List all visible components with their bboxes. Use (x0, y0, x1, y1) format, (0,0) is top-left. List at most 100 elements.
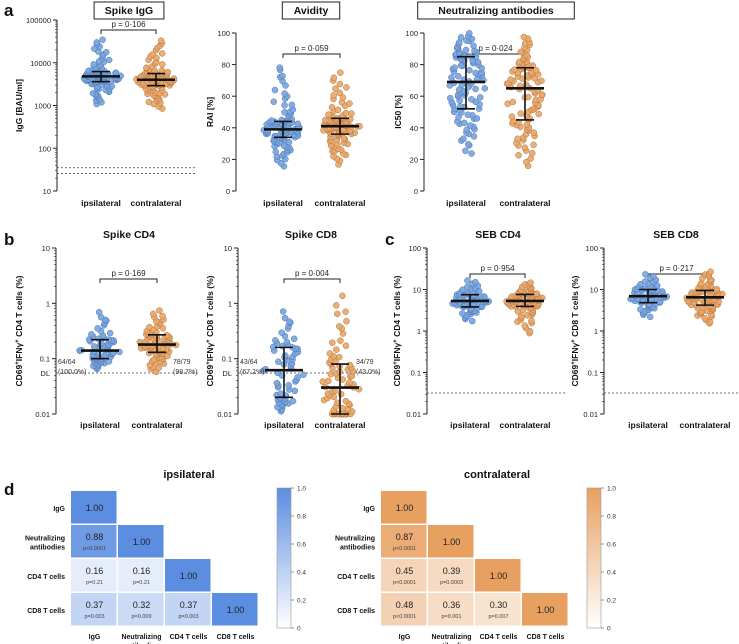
heatmap-cell-pvalue: p=0.009 (131, 614, 151, 620)
data-point (468, 317, 476, 325)
p-value-bracket (282, 53, 341, 58)
y-tick-label: 100 (585, 244, 598, 253)
data-point (448, 74, 455, 81)
data-point (451, 64, 458, 71)
y-axis-label-part: IFNγ (392, 343, 402, 362)
data-point (89, 90, 97, 97)
data-point (342, 308, 349, 315)
data-point (93, 39, 101, 46)
data-point (346, 379, 353, 386)
y-tick-label: 60 (222, 92, 230, 101)
y-tick-label: 0 (226, 187, 230, 196)
x-tick-label: contralateral (679, 420, 730, 430)
heatmap-cell (381, 559, 427, 592)
p-value-label: p = 0·169 (111, 269, 146, 278)
heatmap-cell-pvalue: p<0.0001 (393, 614, 416, 620)
data-point (330, 92, 337, 99)
data-point (460, 135, 467, 143)
data-point (343, 317, 350, 325)
heatmap-col-label: IgG (89, 634, 101, 641)
heatmap-col-label: Neutralizing (431, 634, 471, 641)
data-point (462, 46, 470, 54)
colorbar-tick-label: 0 (297, 626, 301, 633)
y-tick-label: 0.1 (588, 369, 598, 378)
data-point (319, 378, 326, 385)
y-axis-label-part: CD69 (14, 364, 24, 386)
data-point (459, 310, 466, 317)
data-point (268, 117, 275, 124)
y-tick-label: 1 (594, 327, 598, 336)
data-point (466, 66, 473, 74)
y-axis-label-part: IFNγ (14, 343, 24, 362)
y-axis-label: CD69+IFNγ+ CD4 T cells (%) (14, 275, 24, 386)
data-point (463, 126, 470, 134)
y-axis-label: CD69+IFNγ+ CD8 T cells (%) (205, 275, 215, 386)
y-tick-label: 0.1 (40, 355, 50, 364)
data-point (294, 373, 301, 381)
data-point (290, 335, 298, 343)
data-point (157, 37, 165, 44)
data-point (337, 390, 345, 398)
data-point (521, 144, 529, 151)
data-point (106, 329, 114, 337)
colorbar-tick-label: 0.4 (607, 570, 616, 577)
data-point (270, 98, 278, 105)
data-point (515, 152, 522, 159)
data-point (279, 72, 286, 80)
data-point (472, 85, 479, 93)
y-tick-label: 1 (417, 327, 421, 336)
panel-letters: a b c d (4, 1, 394, 499)
heatmap-cell-pvalue: p=0.003 (84, 614, 104, 620)
detection-limit-label: DL (222, 369, 232, 378)
data-point (145, 98, 153, 106)
data-point (326, 350, 334, 357)
x-tick-label: contralateral (499, 198, 550, 208)
data-point (276, 64, 283, 71)
p-value-label: p = 0·024 (478, 44, 513, 53)
heatmap-cell (522, 593, 568, 626)
panel-letter-d: d (4, 480, 14, 499)
responder-percent: (67.2%) (240, 369, 265, 376)
heatmap-cell-value: 0.32 (133, 600, 151, 610)
heatmap-cell-value: 1.00 (443, 537, 461, 547)
y-axis-label-part: + (15, 339, 21, 343)
data-point (271, 86, 279, 94)
x-tick-label: ipsilateral (628, 420, 668, 430)
data-point (328, 104, 336, 111)
y-axis-label-part: + (393, 339, 399, 343)
y-axis-label-part: CD4 T cells (%) (392, 275, 402, 339)
y-tick-label: 0.01 (406, 410, 421, 419)
x-tick-label: contralateral (314, 198, 365, 208)
y-axis-label-part: CD69 (570, 364, 580, 386)
data-point (337, 337, 344, 344)
data-point (460, 119, 468, 127)
data-point (650, 272, 657, 280)
y-tick-label: 40 (410, 124, 418, 133)
heatmap-cell (475, 559, 521, 592)
data-point (325, 377, 332, 385)
data-point (146, 323, 153, 331)
responder-percent: (43.0%) (356, 369, 381, 376)
heatmap-cell (71, 525, 117, 558)
heatmap-cell-pvalue: p=0.21 (86, 580, 103, 586)
data-point (535, 110, 542, 118)
heatmap-cell (165, 593, 211, 626)
y-tick-label: 100 (405, 29, 418, 38)
data-point (642, 271, 649, 278)
heatmap-cell-value: 1.00 (133, 537, 151, 547)
responder-count: 64/64 (58, 359, 76, 366)
y-axis-label: CD69+IFNγ+ CD8 T cells (%) (570, 275, 580, 386)
heatmap-cell-value: 1.00 (180, 571, 198, 581)
y-tick-label: 10 (590, 286, 598, 295)
y-axis-label: IgG [BAU/ml] (14, 79, 24, 132)
data-point (343, 84, 350, 91)
heatmap-row-label: antibodies (30, 545, 65, 552)
heatmap-col-label: CD4 T cells (170, 634, 208, 641)
data-point (342, 342, 350, 349)
y-tick-label: 100000 (26, 16, 51, 25)
data-point (275, 358, 282, 366)
colorbar-tick-label: 1.0 (297, 486, 306, 493)
y-tick-label: 1000 (34, 102, 51, 111)
data-point (701, 314, 709, 322)
